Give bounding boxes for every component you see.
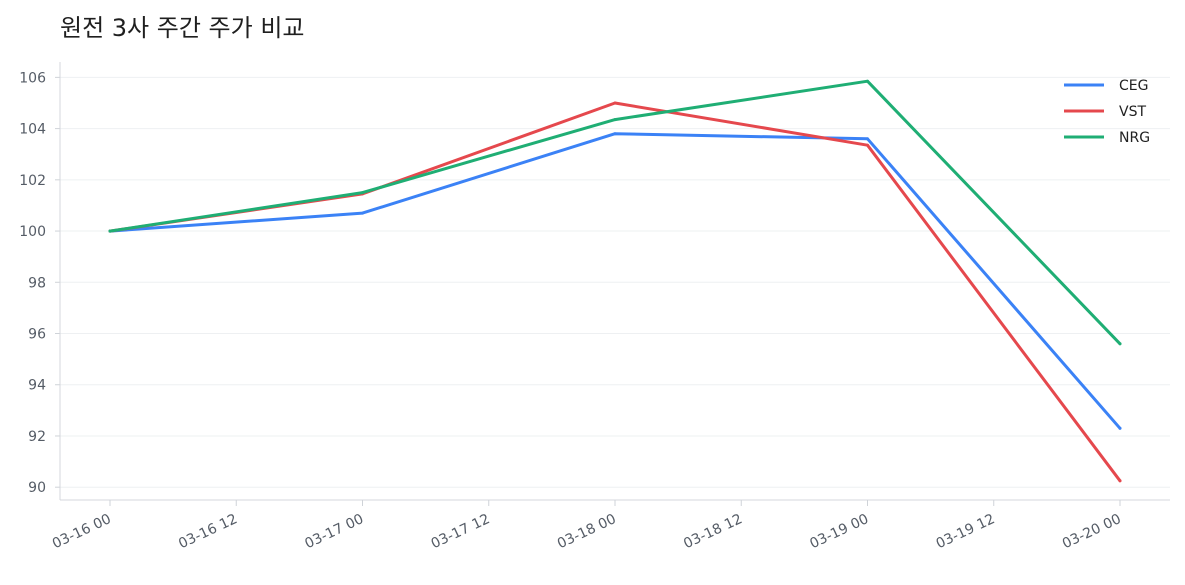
y-tick-label: 104 — [19, 122, 46, 138]
chart-title: 원전 3사 주간 주가 비교 — [60, 14, 305, 42]
x-tick-label: 03-17 12 — [429, 511, 493, 552]
x-tick-label: 03-17 00 — [302, 511, 366, 552]
data-point-ceg — [613, 132, 617, 136]
y-tick-label: 106 — [19, 70, 46, 86]
y-tick-label: 100 — [19, 224, 46, 240]
y-tick-label: 90 — [28, 480, 46, 496]
series-line-vst — [108, 101, 1122, 483]
data-point-ceg — [361, 211, 364, 215]
x-tick-label: 03-16 12 — [176, 511, 240, 552]
data-point-nrg — [866, 79, 869, 83]
data-point-vst — [866, 143, 869, 147]
legend-label-ceg: CEG — [1119, 78, 1148, 94]
y-tick-label: 98 — [28, 275, 46, 291]
x-tick-label: 03-18 12 — [681, 511, 745, 552]
data-point-vst — [1118, 479, 1122, 483]
x-tick-label: 03-19 00 — [807, 511, 871, 552]
legend-label-nrg: NRG — [1119, 130, 1150, 146]
data-point-ceg — [1118, 426, 1122, 430]
legend-label-vst: VST — [1119, 104, 1146, 120]
data-point-ceg — [866, 137, 869, 141]
x-tick-label: 03-18 00 — [555, 511, 619, 552]
data-point-nrg — [361, 191, 364, 195]
x-tick-label: 03-16 00 — [50, 511, 114, 552]
axes: 90 92 94 96 98 100 102 104 106 03-16 00 03-16 12 03… — [19, 62, 1170, 552]
data-point-nrg — [108, 229, 112, 233]
y-tick-label: 102 — [19, 173, 46, 189]
series-lines — [108, 79, 1122, 483]
data-point-nrg — [1118, 342, 1122, 346]
x-tick-label: 03-19 12 — [934, 511, 998, 552]
data-point-vst — [613, 101, 617, 105]
x-tick-label: 03-20 00 — [1060, 511, 1124, 552]
grid-lines — [60, 76, 1170, 488]
data-point-nrg — [613, 118, 617, 122]
y-tick-label: 94 — [28, 378, 46, 394]
legend: CEG VST NRG — [1064, 78, 1150, 146]
y-tick-label: 92 — [28, 429, 46, 445]
y-tick-label: 96 — [28, 327, 46, 343]
